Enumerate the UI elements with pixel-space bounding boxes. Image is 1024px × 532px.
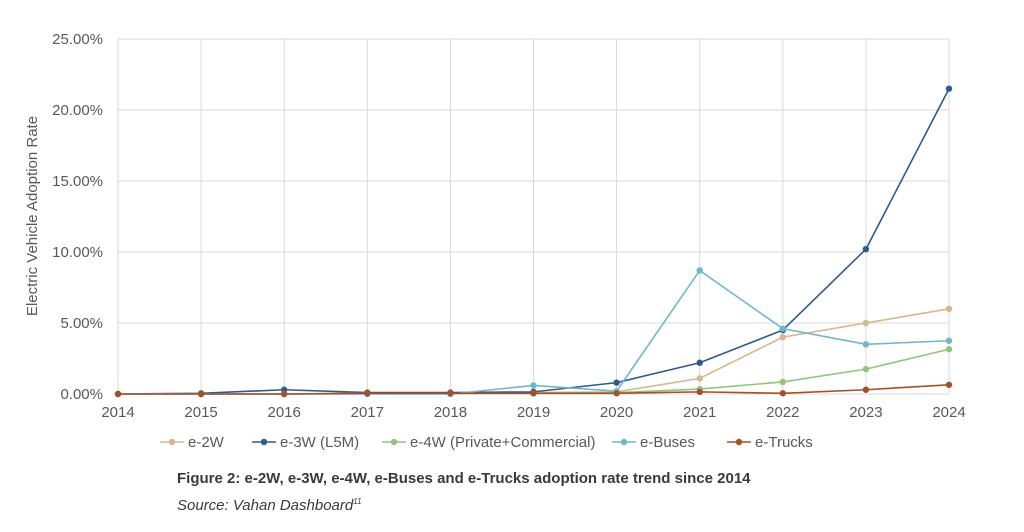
y-tick-label: 20.00% — [52, 102, 103, 119]
legend-label: e-2W — [188, 434, 225, 451]
data-point — [281, 390, 288, 398]
legend-swatch-marker — [620, 438, 628, 446]
figure-caption: Figure 2: e-2W, e-3W, e-4W, e-Buses and … — [177, 470, 751, 487]
x-tick-label: 2019 — [517, 404, 550, 421]
x-tick-label: 2021 — [683, 404, 716, 421]
legend-swatch-marker — [735, 438, 743, 446]
legend: e-2W e-3W (L5M) e-4W (Private+Commercial) e… — [160, 434, 813, 451]
data-point — [862, 341, 870, 348]
x-tick-label: 2017 — [351, 404, 384, 421]
data-point — [696, 375, 703, 382]
y-axis-ticks: 0.00% 5.00% 10.00% 15.00% 20.00% 25.00% — [52, 31, 103, 403]
x-tick-label: 2015 — [184, 404, 217, 421]
legend-label: e-4W (Private+Commercial) — [410, 434, 595, 451]
legend-item: e-3W (L5M) — [252, 434, 359, 451]
x-tick-label: 2023 — [849, 404, 882, 421]
data-point — [779, 325, 786, 332]
x-tick-label: 2022 — [766, 404, 799, 421]
x-tick-label: 2018 — [434, 404, 467, 421]
data-point — [197, 390, 205, 398]
data-point — [945, 305, 953, 312]
legend-swatch-marker — [390, 438, 398, 446]
data-point — [945, 337, 953, 344]
data-point — [613, 390, 620, 397]
data-point — [447, 390, 454, 397]
data-point — [779, 334, 786, 341]
legend-item: e-2W — [160, 434, 225, 451]
legend-item: e-Buses — [612, 434, 695, 451]
source-text: Source: Vahan Dashboard — [177, 497, 354, 514]
y-tick-label: 0.00% — [60, 386, 103, 403]
data-point — [530, 390, 537, 397]
grid-lines — [117, 38, 950, 395]
data-point — [945, 85, 953, 92]
data-point — [862, 245, 870, 253]
data-point — [862, 319, 870, 327]
data-point — [862, 386, 870, 393]
x-axis-ticks: 2014 2015 2016 2017 2018 2019 2020 2021 2022 2023… — [101, 404, 965, 421]
legend-item: e-4W (Private+Commercial) — [382, 434, 595, 451]
y-tick-label: 25.00% — [52, 31, 103, 48]
legend-label: e-Buses — [640, 434, 695, 451]
legend-label: e-3W (L5M) — [280, 434, 359, 451]
data-point — [696, 388, 703, 396]
y-tick-label: 15.00% — [52, 173, 103, 190]
x-tick-label: 2016 — [268, 404, 301, 421]
data-point — [862, 365, 870, 373]
data-point — [696, 267, 703, 274]
y-tick-label: 10.00% — [52, 244, 103, 261]
data-point — [779, 390, 786, 397]
legend-label: e-Trucks — [755, 434, 813, 451]
data-point — [779, 378, 786, 386]
data-point — [364, 390, 371, 397]
legend-swatch-marker — [260, 438, 268, 446]
source-footnote: 11 — [353, 497, 362, 506]
data-point — [613, 379, 620, 386]
y-axis-label: Electric Vehicle Adoption Rate — [24, 116, 41, 316]
data-point — [114, 390, 122, 398]
data-point — [696, 359, 703, 366]
x-tick-label: 2014 — [101, 404, 134, 421]
series-lines — [114, 85, 953, 398]
data-point — [945, 381, 953, 388]
legend-swatch-marker — [168, 438, 176, 446]
series-4 — [114, 381, 953, 398]
legend-item: e-Trucks — [727, 434, 813, 451]
x-tick-label: 2020 — [600, 404, 633, 421]
y-tick-label: 5.00% — [60, 315, 103, 332]
x-tick-label: 2024 — [932, 404, 965, 421]
data-point — [945, 346, 953, 353]
data-point — [530, 382, 537, 389]
source-line: Source: Vahan Dashboard11 — [177, 497, 362, 514]
